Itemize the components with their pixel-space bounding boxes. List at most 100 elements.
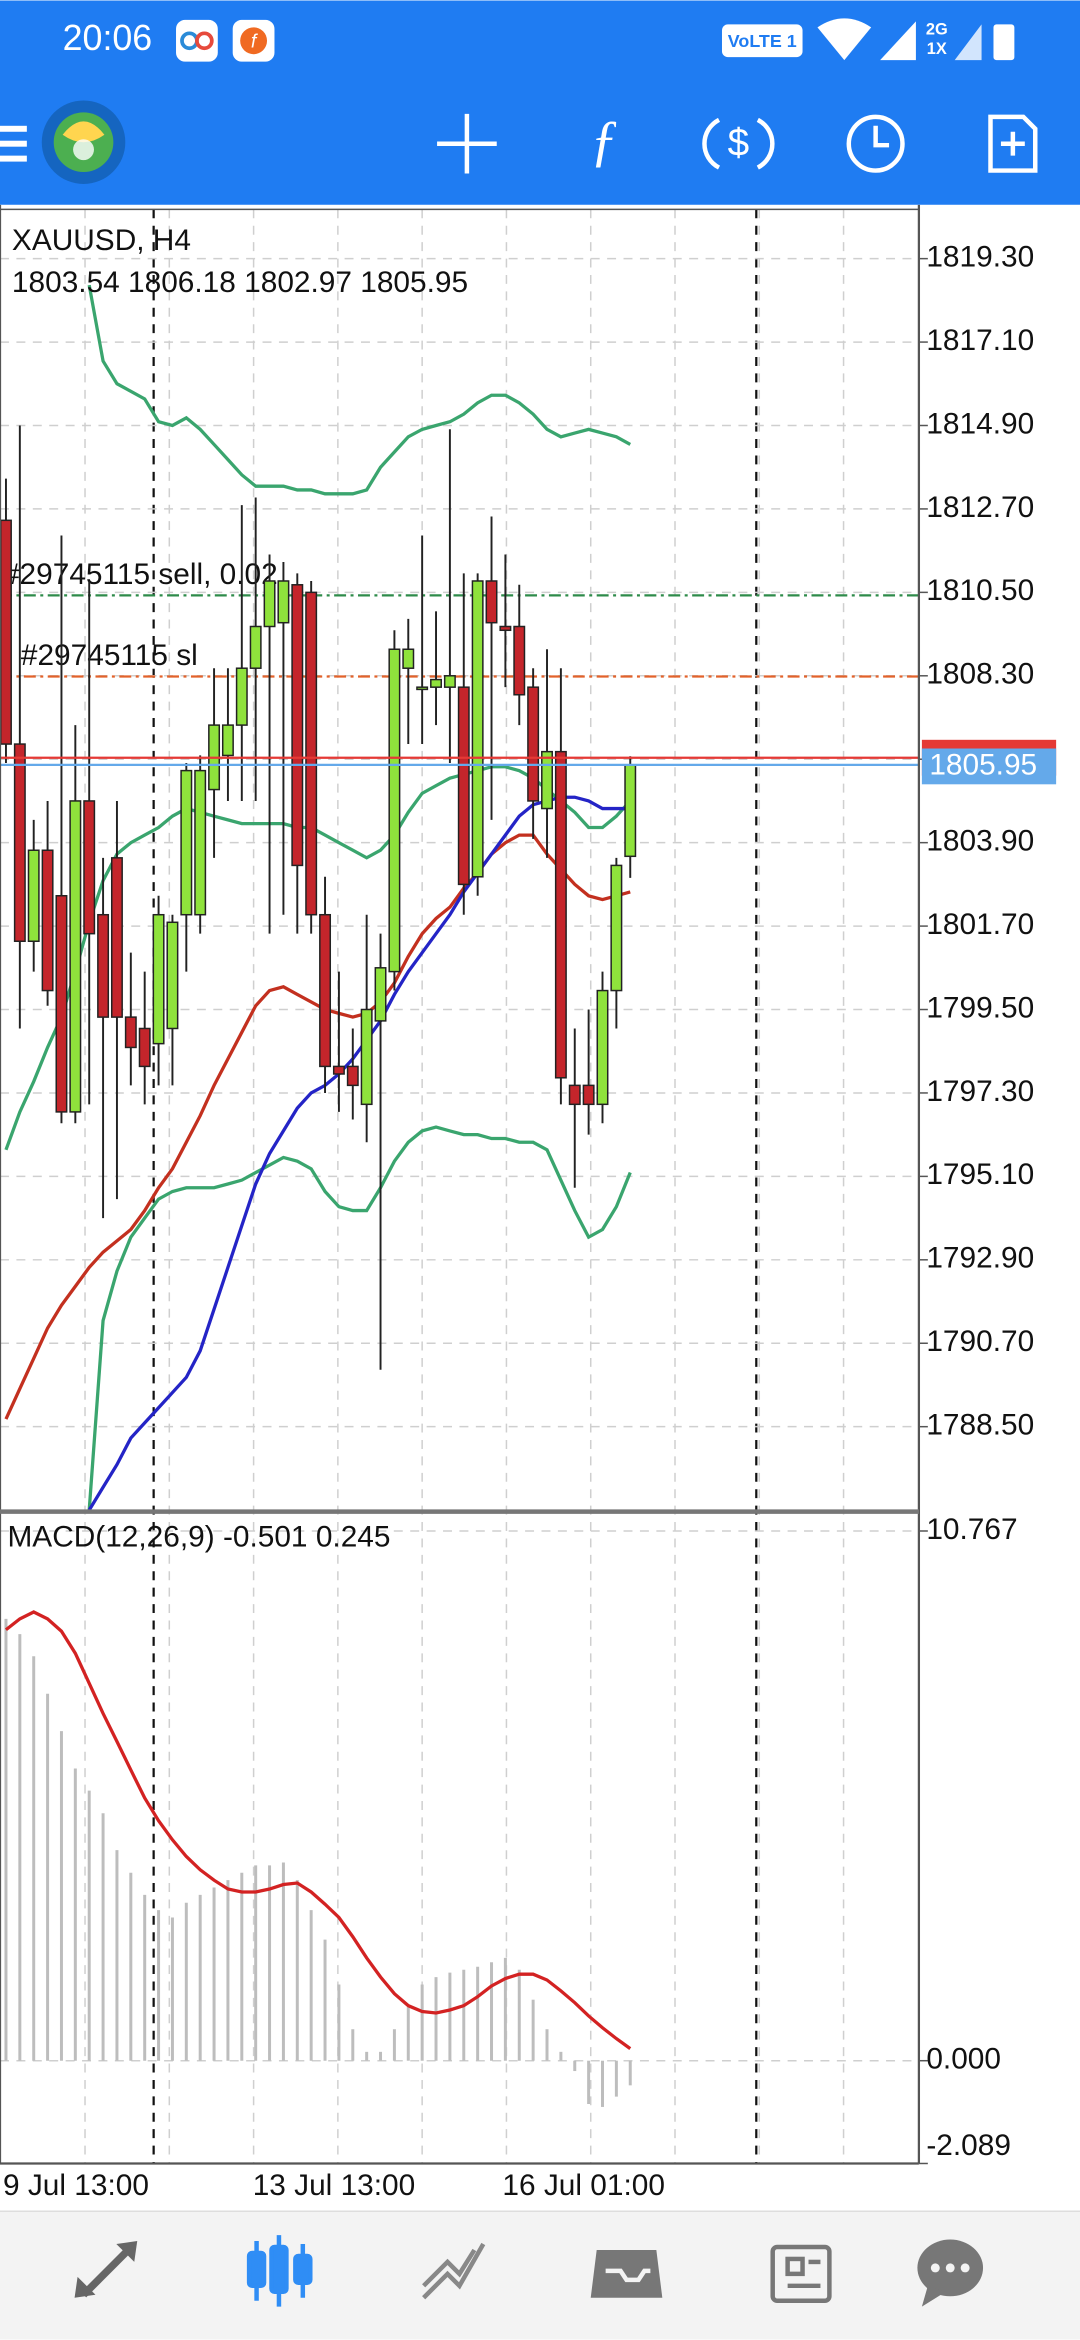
y-tick-label: 1799.50 [926,991,1034,1024]
candle-body [138,1027,151,1068]
indicator-line [87,284,632,496]
y-tick-label: 1792.90 [926,1242,1034,1275]
candle-body [554,750,567,1079]
candle-body [485,580,498,624]
candle-body [513,625,526,696]
indicator-line [87,1125,632,1511]
app-logo[interactable] [41,100,126,184]
y-tick-label: 1788.50 [926,1409,1034,1442]
network-type: 2G [926,21,948,39]
svg-text:f: f [251,30,259,52]
chart-area [0,204,1080,2212]
candle-body [194,769,207,916]
y-tick-label: 1814.90 [926,407,1034,440]
candle-body [263,580,276,628]
network-type: 1X [927,40,947,58]
signal-icon [880,21,916,61]
candle-body [13,743,26,943]
indicator-line [4,833,631,1420]
indicators-button[interactable]: ƒ [590,110,618,173]
order-label: #29745115 sl [21,639,198,672]
chat-tab[interactable] [917,2239,984,2307]
candle-body [430,678,442,688]
svg-text:$: $ [728,121,750,164]
indicator-line [87,795,631,1511]
candle-body [471,580,484,878]
clock: 20:06 [63,18,153,58]
trade-tab[interactable] [422,2242,486,2300]
battery-icon [993,24,1015,61]
candle-body [291,584,304,867]
candle-body [360,1008,373,1106]
trade-button[interactable]: $ [702,117,775,170]
templates-button[interactable] [988,114,1038,173]
order-label: #29745115 sell, 0.02 [3,558,278,591]
wifi-icon [817,18,872,61]
candle-body [582,1084,595,1106]
candle-body [319,913,332,1068]
chart-title: XAUUSD, H4 [12,224,191,257]
y-tick-label: -2.089 [926,2129,1011,2162]
candle-body [332,1065,345,1075]
candle-body [41,849,54,992]
bottom-nav [0,2211,1080,2340]
candle-body [596,989,609,1106]
y-tick-label: 10.767 [926,1513,1017,1546]
x-tick-label: 13 Jul 13:00 [253,2169,416,2202]
candle-body [374,967,387,1022]
bid-tag [921,748,1057,785]
macd-label: MACD(12,26,9) -0.501 0.245 [7,1520,390,1553]
y-tick-label: 1803.90 [926,825,1034,858]
y-tick-label: 1817.10 [926,324,1034,357]
timeframe-button[interactable] [846,114,905,173]
news-tab[interactable] [770,2244,832,2303]
crosshair-button[interactable] [437,113,497,174]
candle-body [568,1084,581,1106]
candle-body [180,769,193,916]
candle-body [110,857,123,1018]
volte-badge [721,24,803,58]
y-tick-label: 1808.30 [926,658,1034,691]
candle-body [221,724,234,757]
candle-body [610,864,623,992]
candle-body [416,686,429,691]
candle-body [457,686,470,886]
candle-body [124,1016,137,1049]
candle-body [624,764,637,858]
candle-body [443,675,456,688]
candle-body [388,648,401,973]
candle-body [166,921,179,1030]
candle-body [235,667,248,726]
candle-body [541,750,553,810]
bid-label: 1805.95 [929,748,1037,781]
candle-body [97,913,110,1018]
app-bar [0,0,1080,205]
y-tick-label: 1819.30 [926,241,1034,274]
x-tick-label: 16 Jul 01:00 [502,2169,665,2202]
y-tick-label: 0.000 [926,2043,1001,2076]
macd-signal [4,1610,632,2050]
candle-body [55,895,68,1113]
volte: VoLTE 1 [728,31,797,51]
menu-button[interactable] [0,125,27,162]
candle-body [27,849,40,943]
candle-body [69,800,82,1113]
y-tick-label: 1812.70 [926,491,1034,524]
y-tick-label: 1797.30 [926,1075,1034,1108]
candle-body [527,686,540,802]
y-tick-label: 1801.70 [926,908,1034,941]
quotes-tab[interactable] [74,2241,138,2298]
y-tick-label: 1790.70 [926,1325,1034,1358]
candle-body [249,625,262,669]
y-tick-label: 1810.50 [926,574,1034,607]
indicator-line [4,765,632,1151]
y-tick-label: 1795.10 [926,1158,1034,1191]
candle-body [83,800,96,935]
history-tab[interactable] [590,2250,663,2298]
candle-body [305,591,318,916]
chart-tab[interactable] [246,2235,313,2307]
notification-icons: f [176,19,275,62]
candle-body [499,625,512,632]
